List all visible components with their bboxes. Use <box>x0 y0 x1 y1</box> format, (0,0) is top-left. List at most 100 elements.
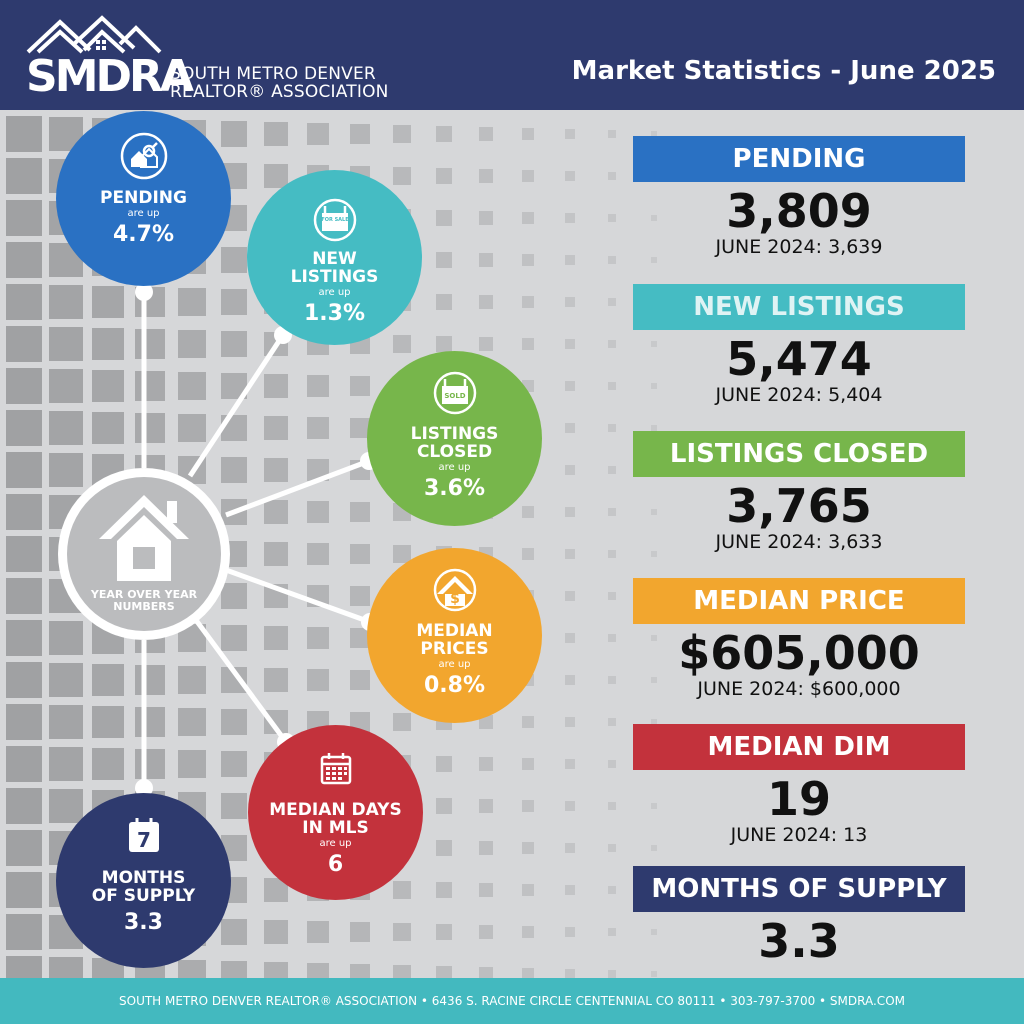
grid-square <box>49 789 83 823</box>
grid-square <box>6 200 42 236</box>
stat-median-dim-prev: JUNE 2024: 13 <box>730 824 868 846</box>
grid-square <box>264 122 288 146</box>
median-prices-change: 0.8% <box>423 673 485 698</box>
listings-closed-change: 3.6% <box>423 476 485 501</box>
grid-square <box>264 374 288 398</box>
grid-square <box>651 131 657 137</box>
grid-square <box>307 627 329 649</box>
grid-square <box>6 410 42 446</box>
grid-square <box>608 172 616 180</box>
grid-square <box>436 924 452 940</box>
grid-square <box>178 750 206 778</box>
listings-closed-sub: are up <box>438 462 471 473</box>
grid-square <box>135 413 165 443</box>
grid-square <box>651 383 657 389</box>
grid-square <box>135 707 165 737</box>
grid-square <box>49 327 83 361</box>
grid-square <box>479 799 493 813</box>
grid-square <box>522 170 534 182</box>
stat-listings-closed-prev: JUNE 2024: 3,633 <box>715 531 883 553</box>
grid-square <box>6 956 42 978</box>
grid-square <box>522 842 534 854</box>
logo-line-2: REALTOR® ASSOCIATION <box>170 82 389 102</box>
grid-square <box>436 798 452 814</box>
grid-square <box>264 458 288 482</box>
grid-square <box>135 329 165 359</box>
grid-square <box>221 793 247 819</box>
grid-square <box>651 971 657 977</box>
grid-square <box>565 423 575 433</box>
median-prices-circle: $ MEDIAN PRICES are up 0.8% <box>367 548 542 723</box>
pending-sub: are up <box>127 208 160 219</box>
grid-square <box>565 843 575 853</box>
grid-square <box>565 213 575 223</box>
grid-square <box>522 128 534 140</box>
new-listings-change: 1.3% <box>303 301 365 326</box>
grid-square <box>178 960 206 978</box>
for-sale-sign-icon: FOR SALE <box>313 198 356 242</box>
grid-square <box>479 883 493 897</box>
grid-square <box>135 665 165 695</box>
grid-square <box>651 509 657 515</box>
grid-square <box>608 760 616 768</box>
grid-square <box>221 247 247 273</box>
calendar-icon <box>320 753 351 785</box>
grid-square <box>221 289 247 315</box>
grid-square <box>522 296 534 308</box>
house-dollar-icon: $ <box>433 568 476 612</box>
grid-square <box>221 709 247 735</box>
grid-square <box>608 130 616 138</box>
median-prices-sub: are up <box>438 659 471 670</box>
grid-square <box>221 457 247 483</box>
grid-square <box>350 628 370 648</box>
median-days-sub: are up <box>319 838 352 849</box>
grid-square <box>49 369 83 403</box>
grid-square <box>608 970 616 978</box>
header-bar: SMDRA SOUTH METRO DENVER REALTOR® ASSOCI… <box>0 0 1024 110</box>
grid-square <box>350 502 370 522</box>
grid-square <box>436 966 452 978</box>
grid-square <box>651 803 657 809</box>
grid-square <box>307 459 329 481</box>
grid-square <box>49 957 83 978</box>
grid-square <box>479 211 493 225</box>
grid-square <box>565 171 575 181</box>
grid-square <box>350 964 370 978</box>
grid-square <box>522 212 534 224</box>
grid-square <box>6 746 42 782</box>
rooftops-logo-icon <box>26 15 162 54</box>
grid-square <box>307 963 329 978</box>
grid-square <box>350 418 370 438</box>
grid-square <box>651 635 657 641</box>
grid-square <box>479 337 493 351</box>
smdra-logo[interactable]: SMDRA SOUTH METRO DENVER REALTOR® ASSOCI… <box>24 14 414 102</box>
grid-square <box>608 886 616 894</box>
grid-square <box>6 242 42 278</box>
grid-square <box>522 926 534 938</box>
grid-square <box>264 962 288 978</box>
calendar-7-icon: 7 <box>128 818 159 852</box>
stat-pending: PENDING 3,809 JUNE 2024: 3,639 <box>633 136 965 258</box>
grid-square <box>565 381 575 391</box>
grid-square <box>608 592 616 600</box>
grid-square <box>436 840 452 856</box>
grid-square <box>307 921 329 943</box>
stat-new-listings-prev: JUNE 2024: 5,404 <box>715 384 883 406</box>
grid-square <box>350 670 370 690</box>
stat-median-dim-value: 19 <box>766 772 831 826</box>
grid-square <box>393 545 411 563</box>
stat-months-supply-value: 3.3 <box>758 914 840 968</box>
grid-square <box>479 841 493 855</box>
listings-closed-label: LISTINGS CLOSED <box>410 424 499 462</box>
grid-square <box>92 664 124 696</box>
grid-square <box>479 967 493 978</box>
pending-circle: PENDING are up 4.7% <box>56 111 231 286</box>
grid-square <box>6 830 42 866</box>
grid-square <box>221 331 247 357</box>
grid-square <box>393 713 411 731</box>
grid-square <box>608 214 616 222</box>
grid-square <box>565 297 575 307</box>
grid-square <box>565 591 575 601</box>
grid-square <box>264 164 288 188</box>
